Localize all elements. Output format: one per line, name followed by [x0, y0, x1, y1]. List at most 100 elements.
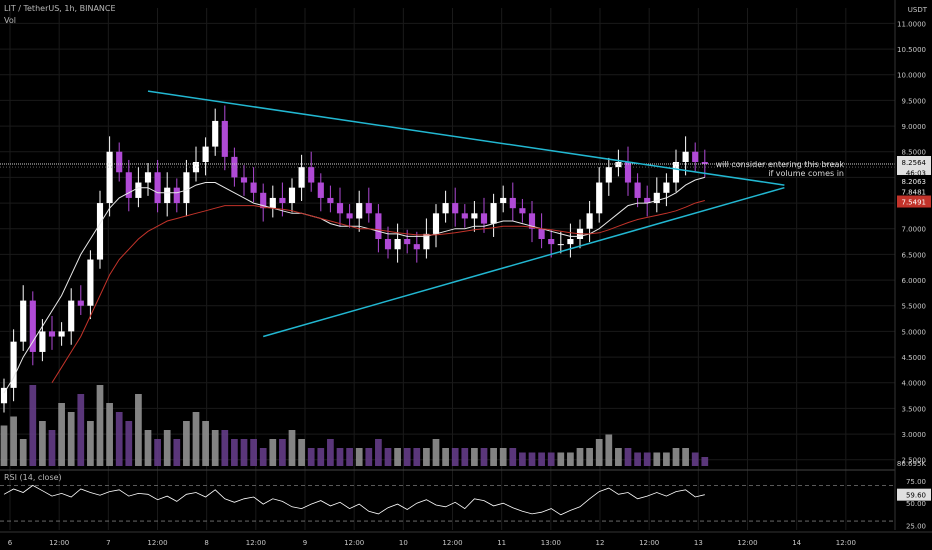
candle-body [288, 187, 296, 204]
candle-body [538, 228, 545, 239]
candle-body [48, 331, 56, 337]
volume-bar [365, 448, 373, 466]
time-tick-label: 12:00 [737, 539, 757, 547]
volume-bar [173, 439, 181, 466]
volume-bar [67, 412, 75, 466]
volume-bar [442, 448, 449, 466]
volume-bar [154, 439, 161, 466]
volume-bar [250, 439, 257, 466]
volume-bar [192, 412, 200, 466]
volume-bar [394, 448, 401, 466]
volume-bar [471, 448, 478, 466]
time-tick-label: 8 [204, 539, 208, 547]
candle-body [279, 197, 286, 204]
candle-body [240, 177, 248, 183]
price-axis[interactable]: USDT 11.0000 10.5000 10.0000 9.5000 9.0000 8.5… [894, 0, 932, 550]
candle-body [0, 387, 8, 404]
volume-bar [259, 448, 267, 466]
candle-body [135, 182, 142, 198]
ma-slow-a-label-bg [897, 185, 931, 198]
volume-bars [0, 385, 709, 466]
candle-body [423, 233, 430, 250]
candle-body [317, 182, 324, 198]
trendline-lower [262, 186, 785, 338]
candle-body [682, 151, 689, 162]
volume-bar [432, 439, 440, 466]
time-tick-label: 11 [497, 539, 506, 547]
candle-body [672, 162, 680, 183]
price-tick-label: 10.5000 [897, 46, 926, 54]
candle-body [384, 239, 392, 250]
candle-body [548, 239, 555, 245]
price-tick-label: 3.0000 [902, 431, 927, 439]
trendlines[interactable] [147, 90, 785, 338]
candle-body [87, 259, 94, 306]
rsi-tick-label: 25.00 [906, 523, 926, 531]
candle-body [346, 213, 353, 219]
candle-body [567, 239, 574, 245]
price-tick-label: 4.0000 [902, 380, 927, 388]
candle-body [557, 244, 564, 246]
volume-bar [211, 430, 219, 466]
volume-bar [327, 439, 334, 466]
volume-bar [538, 452, 545, 466]
price-tick-label: 7.0000 [902, 226, 927, 234]
candle-body [125, 172, 132, 198]
moving-averages [3, 176, 705, 394]
candle-body [77, 300, 84, 306]
candle-body [471, 213, 478, 219]
candle-body [509, 197, 516, 209]
candle-body [164, 187, 171, 204]
price-tick-label: 4.5000 [902, 354, 927, 362]
volume-bar [586, 448, 593, 466]
candle-body [327, 197, 334, 204]
candle-body [269, 197, 276, 209]
candle-body [500, 197, 507, 204]
annotation-line-2[interactable]: if volume comes in [768, 169, 844, 178]
candle-body [624, 162, 632, 183]
volume-bar [519, 452, 526, 466]
symbol-header[interactable]: LIT / TetherUS, 1h, BINANCE [4, 4, 116, 13]
volume-bar [384, 448, 392, 466]
rsi-tick-label: 75.00 [906, 478, 926, 486]
annotation-line-1[interactable]: will consider entering this break [715, 160, 844, 169]
volume-bar [125, 421, 133, 466]
candle-body [298, 167, 305, 188]
volume-indicator-label[interactable]: Vol [4, 16, 16, 25]
candle-body [404, 239, 411, 245]
volume-bar [499, 448, 507, 466]
price-tick-label: 5.0000 [902, 328, 927, 336]
candle-body [154, 172, 161, 204]
candle-body [336, 203, 344, 214]
candle-body [39, 331, 46, 352]
price-tick-label: 11.0000 [897, 20, 926, 28]
volume-bar [115, 412, 123, 466]
candle-body [260, 192, 267, 209]
volume-bar [615, 448, 622, 466]
last-price-label: 8.2564 [902, 159, 927, 167]
rsi-tick-label: 50.00 [906, 500, 926, 508]
candle-body [634, 182, 641, 198]
volume-bar [298, 439, 305, 466]
time-axis[interactable]: 6 12:00 7 12:00 8 12:00 9 12:00 10 12:00 11 13:00 12… [0, 531, 932, 547]
ma-slow-b-label-bg [897, 195, 931, 208]
price-tick-label: 8.5000 [902, 149, 927, 157]
volume-bar [567, 452, 574, 466]
candle-body [490, 203, 497, 224]
candle-body [116, 151, 123, 173]
price-tick-label: 3.5000 [902, 405, 927, 413]
candle-body [106, 151, 113, 204]
volume-bar [336, 448, 344, 466]
time-tick-label: 13 [694, 539, 703, 547]
volume-bar [605, 434, 613, 466]
volume-bar [77, 394, 85, 466]
candle-body [202, 146, 209, 162]
trendline-upper [147, 90, 785, 186]
price-line [0, 163, 895, 168]
volume-bar [701, 457, 709, 466]
candle-body [20, 300, 27, 342]
time-tick-label: 7 [106, 539, 110, 547]
axis-unit-label: USDT [908, 6, 928, 14]
volume-bar [10, 416, 17, 466]
